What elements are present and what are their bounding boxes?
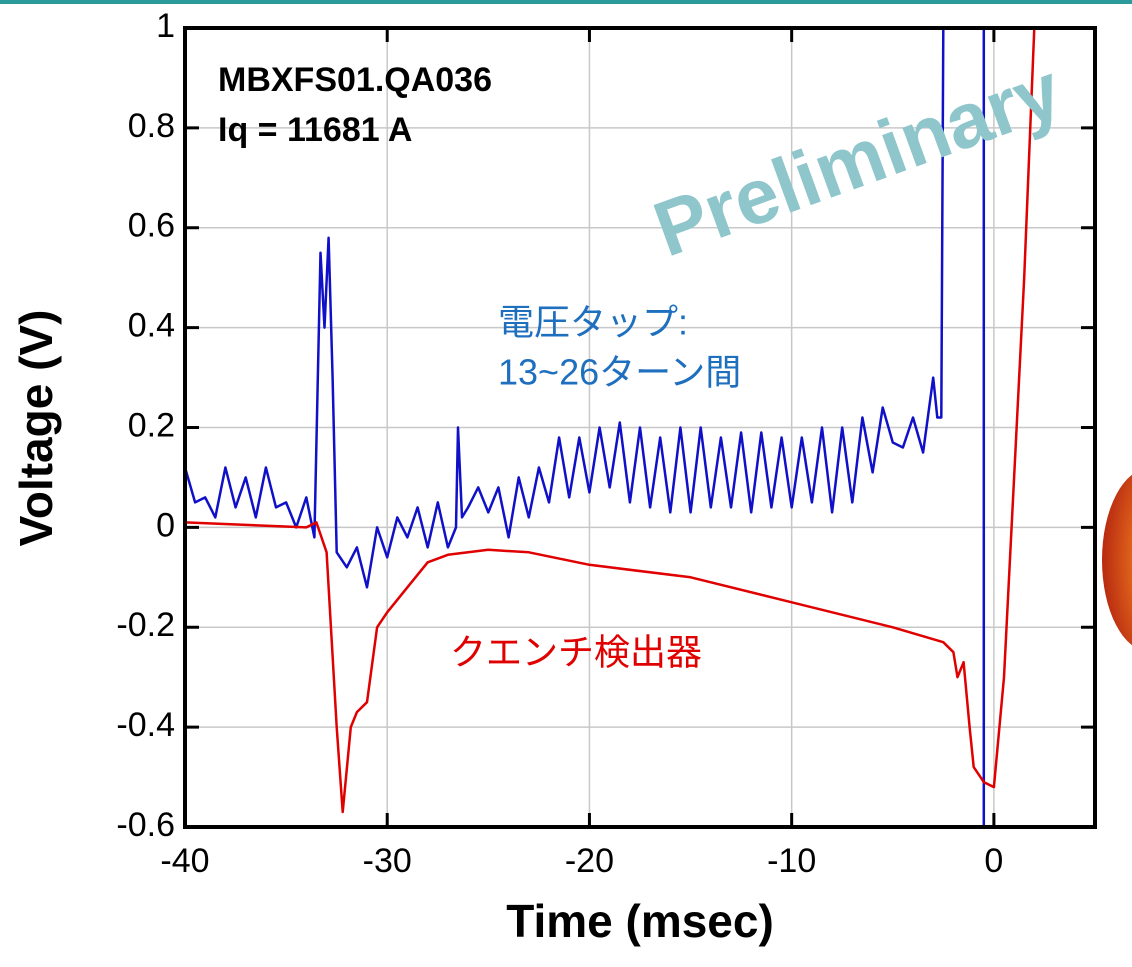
watermark: Preliminary [643, 45, 1072, 273]
annotation: Iq = 11681 A [218, 111, 412, 149]
y-tick-label: 0.6 [128, 207, 175, 245]
x-tick-label: -30 [363, 842, 412, 880]
series-note: 電圧タップ: [498, 302, 688, 343]
y-tick-label: -0.4 [116, 706, 175, 744]
annotation: MBXFS01.QA036 [218, 61, 492, 99]
x-tick-label: -40 [160, 842, 209, 880]
series-note: 13~26ターン間 [498, 352, 741, 393]
y-axis-title: Voltage (V) [10, 310, 62, 547]
y-tick-label: 0.2 [128, 406, 175, 444]
series-line [185, 28, 986, 827]
x-tick-label: 0 [984, 842, 1003, 880]
y-tick-label: 0.8 [128, 107, 175, 145]
x-axis-title: Time (msec) [506, 895, 774, 947]
ticks: -40 -30 -20 -10 0 -0.6 -0.4 -0.2 0 0.2 0.4 0.6 0.8 1 [116, 7, 1095, 880]
x-tick-label: -20 [565, 842, 614, 880]
y-tick-label: 1 [156, 7, 175, 45]
series-line [185, 28, 1036, 814]
top-rule [0, 0, 1132, 4]
y-tick-label: -0.2 [116, 606, 175, 644]
y-tick-label: 0.4 [128, 307, 175, 345]
y-tick-label: -0.6 [116, 806, 175, 844]
y-tick-label: 0 [156, 506, 175, 544]
plot [185, 28, 1036, 827]
series-note: クエンチ検出器 [450, 632, 702, 673]
decoration [1102, 474, 1132, 646]
x-tick-label: -10 [767, 842, 816, 880]
